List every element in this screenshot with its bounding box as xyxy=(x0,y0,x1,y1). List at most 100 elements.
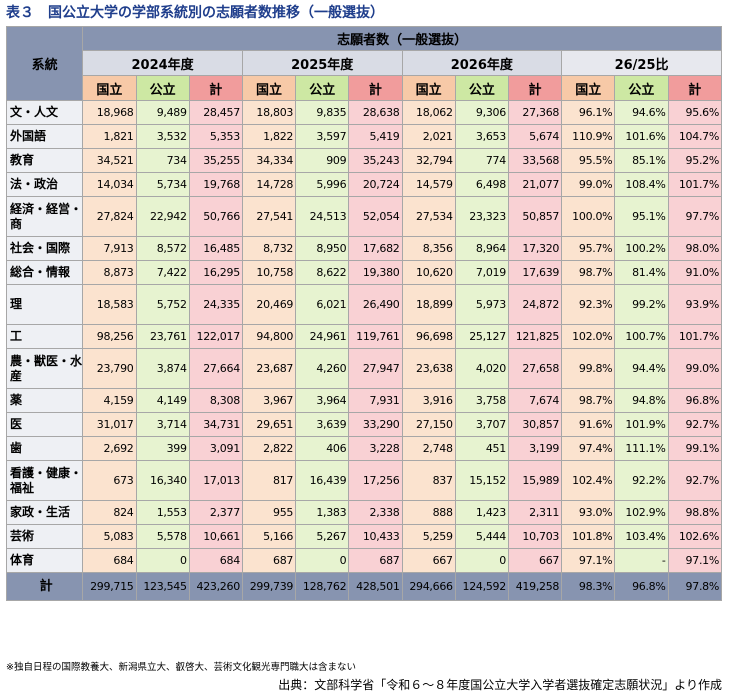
table-cell: 27,658 xyxy=(507,348,563,389)
table-cell: 122,017 xyxy=(188,324,243,349)
table-cell: 33,290 xyxy=(348,412,403,437)
table-cell: 25,127 xyxy=(454,324,509,349)
table-cell: 3,639 xyxy=(295,412,350,437)
table-cell: 52,054 xyxy=(348,196,403,237)
table-cell: 3,964 xyxy=(295,388,350,413)
table-cell: 673 xyxy=(82,460,137,501)
table-cell: 4,159 xyxy=(82,388,137,413)
table-cell: 24,513 xyxy=(295,196,350,237)
table-cell: 35,255 xyxy=(188,148,243,173)
row-label: 看護・健康・福祉 xyxy=(5,460,84,501)
table-cell: 5,973 xyxy=(454,284,509,325)
table-cell: 98.7% xyxy=(561,260,616,285)
table-cell: 102.0% xyxy=(561,324,616,349)
table-cell: 119,761 xyxy=(348,324,403,349)
table-cell: 9,489 xyxy=(135,100,190,125)
table-cell: 18,062 xyxy=(401,100,456,125)
table-cell: 8,572 xyxy=(135,236,190,261)
table-cell: 27,150 xyxy=(401,412,456,437)
total-cell: 299,739 xyxy=(241,572,297,601)
table-cell: 8,308 xyxy=(188,388,243,413)
table-cell: 16,439 xyxy=(295,460,350,501)
table-cell: 92.7% xyxy=(667,412,723,437)
row-label: 理 xyxy=(5,284,84,325)
category-header: 系統 xyxy=(5,26,84,101)
table-cell: 27,947 xyxy=(348,348,403,389)
table-cell: 10,758 xyxy=(241,260,297,285)
table-cell: 15,152 xyxy=(454,460,509,501)
table-cell: 399 xyxy=(135,436,190,461)
table-cell: 18,899 xyxy=(401,284,456,325)
table-cell: 687 xyxy=(348,548,403,573)
table-cell: 93.9% xyxy=(667,284,723,325)
table-row: 芸術 5,083 5,578 10,661 5,166 5,267 10,433 5,259 5… xyxy=(5,524,723,549)
column-subheader: 公立 xyxy=(135,75,190,101)
table-cell: 103.4% xyxy=(614,524,669,549)
row-label: 教育 xyxy=(5,148,84,173)
table-cell: 23,687 xyxy=(241,348,297,389)
table-cell: 94.4% xyxy=(614,348,669,389)
table-cell: 27,541 xyxy=(241,196,297,237)
row-label: 医 xyxy=(5,412,84,437)
table-cell: 17,639 xyxy=(507,260,563,285)
table-cell: 94,800 xyxy=(241,324,297,349)
table-cell: 451 xyxy=(454,436,509,461)
table-cell: 19,768 xyxy=(188,172,243,197)
total-cell: 128,762 xyxy=(295,572,350,601)
table-cell: 4,260 xyxy=(295,348,350,389)
table-title-text: 国公立大学の学部系統別の志願者数推移（一般選抜） xyxy=(48,5,384,21)
table-cell: 24,335 xyxy=(188,284,243,325)
table-cell: 5,259 xyxy=(401,524,456,549)
table-cell: 96.8% xyxy=(667,388,723,413)
table-cell: 34,521 xyxy=(82,148,137,173)
table-cell: 26,490 xyxy=(348,284,403,325)
row-label: 歯 xyxy=(5,436,84,461)
table-cell: 98.8% xyxy=(667,500,723,525)
table-cell: 21,077 xyxy=(507,172,563,197)
table-cell: 101.6% xyxy=(614,124,669,149)
table-row: 経済・経営・商 27,824 22,942 50,766 27,541 24,513 52,… xyxy=(5,196,723,237)
table-cell: 8,873 xyxy=(82,260,137,285)
table-cell: 3,199 xyxy=(507,436,563,461)
table-cell: 687 xyxy=(241,548,297,573)
total-cell: 123,545 xyxy=(135,572,190,601)
table-cell: 2,692 xyxy=(82,436,137,461)
table-cell: 734 xyxy=(135,148,190,173)
table-title: 表３ 国公立大学の学部系統別の志願者数推移（一般選抜） xyxy=(6,2,384,24)
table-cell: 3,091 xyxy=(188,436,243,461)
table-cell: 98.7% xyxy=(561,388,616,413)
column-subheader: 計 xyxy=(667,75,723,101)
table-row: 農・獣医・水産 23,790 3,874 27,664 23,687 4,260 27,94… xyxy=(5,348,723,389)
column-subheader: 国立 xyxy=(401,75,456,101)
table-row: 理 18,583 5,752 24,335 20,469 6,021 26,490 18,89… xyxy=(5,284,723,325)
total-cell: 124,592 xyxy=(454,572,509,601)
table-cell: 101.9% xyxy=(614,412,669,437)
table-cell: 18,583 xyxy=(82,284,137,325)
table-cell: 5,578 xyxy=(135,524,190,549)
table-cell: 3,874 xyxy=(135,348,190,389)
total-cell: 419,258 xyxy=(507,572,563,601)
table-cell: 667 xyxy=(507,548,563,573)
table-row: 医 31,017 3,714 34,731 29,651 3,639 33,290 27,15… xyxy=(5,412,723,437)
table-cell: 94.8% xyxy=(614,388,669,413)
table-cell: 91.6% xyxy=(561,412,616,437)
table-cell: 2,311 xyxy=(507,500,563,525)
table-cell: 0 xyxy=(295,548,350,573)
year-header: 2025年度 xyxy=(241,50,403,76)
row-label: 社会・国際 xyxy=(5,236,84,261)
table-cell: 8,950 xyxy=(295,236,350,261)
table-cell: 3,597 xyxy=(295,124,350,149)
table-cell: 50,766 xyxy=(188,196,243,237)
table-cell: 15,989 xyxy=(507,460,563,501)
total-cell: 96.8% xyxy=(614,572,669,601)
table-cell: 110.9% xyxy=(561,124,616,149)
table-cell: 97.1% xyxy=(561,548,616,573)
table-cell: - xyxy=(614,548,669,573)
table-cell: 7,913 xyxy=(82,236,137,261)
table-cell: 108.4% xyxy=(614,172,669,197)
table-cell: 95.1% xyxy=(614,196,669,237)
table-cell: 17,320 xyxy=(507,236,563,261)
table-cell: 3,707 xyxy=(454,412,509,437)
table-cell: 91.0% xyxy=(667,260,723,285)
table-cell: 7,674 xyxy=(507,388,563,413)
